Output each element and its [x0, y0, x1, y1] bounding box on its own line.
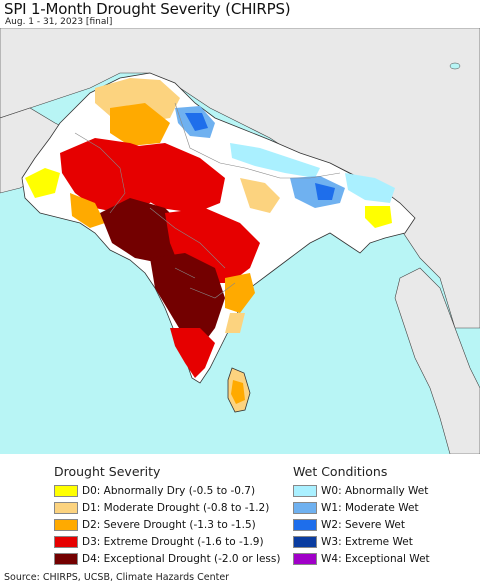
legend-item-d0: D0: Abnormally Dry (-0.5 to -0.7)	[54, 483, 280, 499]
legend-swatch-w4	[293, 553, 317, 565]
legend-item-w2: W2: Severe Wet	[293, 517, 430, 533]
legend-swatch-d1	[54, 502, 78, 514]
legend-item-d4: D4: Exceptional Drought (-2.0 or less)	[54, 551, 280, 567]
legend-label-d3: D3: Extreme Drought (-1.6 to -1.9)	[82, 536, 264, 548]
w0-himalaya	[230, 143, 320, 178]
d2-pakistan-south	[70, 193, 105, 228]
legend-label-w2: W2: Severe Wet	[321, 519, 405, 531]
legend-label-d4: D4: Exceptional Drought (-2.0 or less)	[82, 553, 281, 565]
legend-swatch-w0	[293, 485, 317, 497]
legend-label-w1: W1: Moderate Wet	[321, 502, 419, 514]
d4-gujarat-rajasthan	[100, 198, 185, 263]
d0-northeast	[365, 206, 392, 228]
legend-item-w1: W1: Moderate Wet	[293, 500, 430, 516]
legend-swatch-d2	[54, 519, 78, 531]
legend-item-w0: W0: Abnormally Wet	[293, 483, 430, 499]
d4-central-india	[150, 253, 225, 348]
legend-label-d2: D2: Severe Drought (-1.3 to -1.5)	[82, 519, 256, 531]
legend-label-d0: D0: Abnormally Dry (-0.5 to -0.7)	[82, 485, 256, 497]
drought-map	[0, 28, 480, 454]
w2-northeast-core	[315, 183, 335, 200]
legend-label-w4: W4: Exceptional Wet	[321, 553, 430, 565]
legend-swatch-d0	[54, 485, 78, 497]
country-borders	[74, 102, 341, 299]
map-title: SPI 1-Month Drought Severity (CHIRPS)	[4, 0, 291, 18]
legend-swatch-w2	[293, 519, 317, 531]
w2-kashmir-core	[185, 113, 208, 131]
map-subtitle: Aug. 1 - 31, 2023 [final]	[5, 17, 113, 27]
legend-swatch-d4	[54, 553, 78, 565]
legend-item-w3: W3: Extreme Wet	[293, 534, 430, 550]
lake	[449, 62, 461, 70]
drought-legend-heading: Drought Severity	[54, 464, 161, 479]
wet-legend-heading: Wet Conditions	[293, 464, 388, 479]
legend-item-d1: D1: Moderate Drought (-0.8 to -1.2)	[54, 500, 280, 516]
legend-swatch-d3	[54, 536, 78, 548]
d3-northwest-india	[120, 143, 225, 213]
legend-item-w4: W4: Exceptional Wet	[293, 551, 430, 567]
wet-legend: Wet Conditions W0: Abnormally Wet W1: Mo…	[293, 464, 430, 568]
legend-swatch-w1	[293, 502, 317, 514]
legend-item-d2: D2: Severe Drought (-1.3 to -1.5)	[54, 517, 280, 533]
d1-gangetic	[240, 178, 280, 213]
d2-east-coast	[225, 273, 255, 313]
legend-label-w3: W3: Extreme Wet	[321, 536, 413, 548]
outside-land-southeast	[394, 267, 480, 454]
d1-east-patch	[225, 313, 245, 333]
legend-item-d3: D3: Extreme Drought (-1.6 to -1.9)	[54, 534, 280, 550]
sri-lanka-d2	[231, 380, 245, 404]
legend-label-d1: D1: Moderate Drought (-0.8 to -1.2)	[82, 502, 270, 514]
d2-north-patch	[110, 103, 170, 146]
legend-label-w0: W0: Abnormally Wet	[321, 485, 429, 497]
d0-west-patch	[25, 168, 60, 198]
w0-assam	[345, 173, 395, 203]
drought-legend: Drought Severity D0: Abnormally Dry (-0.…	[54, 464, 280, 568]
source-credit: Source: CHIRPS, UCSB, Climate Hazards Ce…	[4, 572, 230, 583]
d3-south-india	[170, 328, 215, 378]
legend-swatch-w3	[293, 536, 317, 548]
